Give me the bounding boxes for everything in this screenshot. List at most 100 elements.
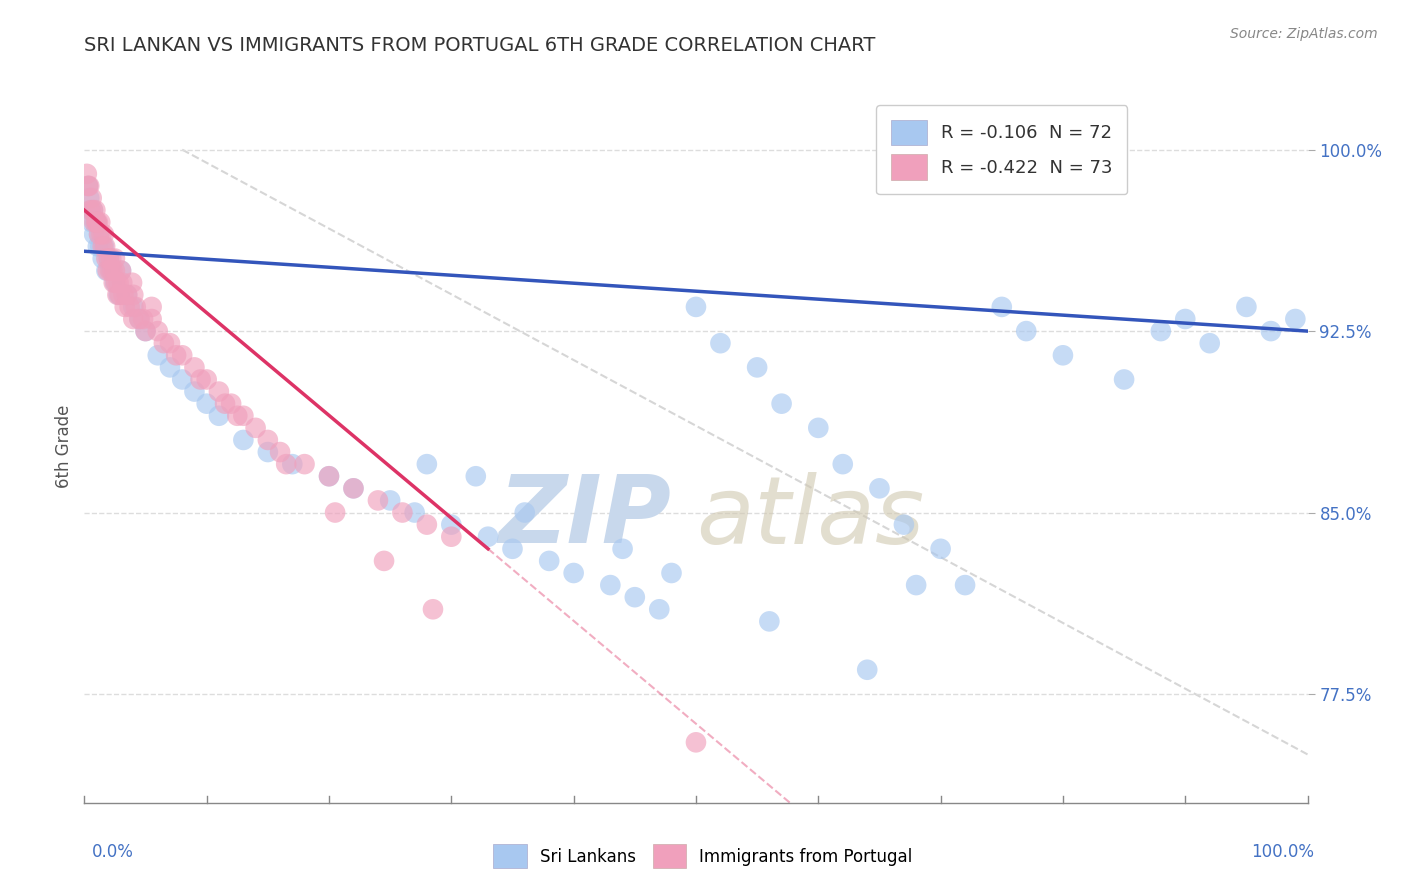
Point [1236, 300, 1258, 314]
Point [91, 252, 114, 266]
Point [404, 506, 426, 520]
Point [93, 239, 115, 253]
Point [747, 360, 769, 375]
Point [86, 215, 108, 229]
Legend: Sri Lankans, Immigrants from Portugal: Sri Lankans, Immigrants from Portugal [486, 838, 920, 875]
Point [146, 348, 169, 362]
Point [83, 215, 105, 229]
Point [440, 530, 463, 544]
Point [84, 203, 107, 218]
Point [208, 384, 231, 399]
Text: ZIP: ZIP [499, 471, 672, 564]
Point [87, 215, 110, 229]
Point [190, 372, 212, 386]
Point [219, 397, 242, 411]
Point [709, 336, 731, 351]
Point [770, 397, 793, 411]
Point [79, 203, 101, 218]
Point [929, 541, 952, 556]
Point [79, 203, 101, 218]
Point [104, 252, 127, 266]
Point [195, 372, 218, 386]
Point [1052, 348, 1074, 362]
Point [342, 481, 364, 495]
Text: SRI LANKAN VS IMMIGRANTS FROM PORTUGAL 6TH GRADE CORRELATION CHART: SRI LANKAN VS IMMIGRANTS FROM PORTUGAL 6… [84, 36, 876, 54]
Point [77, 178, 100, 193]
Point [89, 239, 111, 253]
Point [953, 578, 976, 592]
Point [318, 469, 340, 483]
Point [108, 288, 131, 302]
Point [856, 663, 879, 677]
Text: 0.0%: 0.0% [91, 843, 134, 861]
Point [110, 263, 132, 277]
Point [104, 276, 127, 290]
Point [80, 215, 103, 229]
Point [93, 227, 115, 242]
Point [294, 457, 316, 471]
Point [183, 360, 205, 375]
Point [318, 469, 340, 483]
Point [172, 348, 194, 362]
Point [87, 227, 110, 242]
Point [245, 421, 267, 435]
Point [159, 336, 181, 351]
Point [105, 288, 128, 302]
Point [661, 566, 683, 580]
Point [342, 481, 364, 495]
Point [269, 445, 291, 459]
Point [869, 481, 891, 495]
Point [562, 566, 585, 580]
Point [502, 541, 524, 556]
Point [87, 227, 110, 242]
Point [146, 324, 169, 338]
Point [125, 300, 148, 314]
Point [905, 578, 928, 592]
Point [893, 517, 915, 532]
Point [89, 215, 111, 229]
Point [97, 252, 120, 266]
Point [105, 276, 128, 290]
Point [96, 263, 118, 277]
Point [226, 409, 249, 423]
Point [1174, 312, 1197, 326]
Point [91, 239, 114, 253]
Point [97, 252, 120, 266]
Point [118, 300, 141, 314]
Point [135, 324, 157, 338]
Text: Source: ZipAtlas.com: Source: ZipAtlas.com [1230, 27, 1378, 41]
Point [758, 615, 780, 629]
Point [214, 397, 236, 411]
Point [128, 312, 150, 326]
Point [165, 348, 187, 362]
Point [1284, 312, 1306, 326]
Point [103, 276, 125, 290]
Point [380, 493, 402, 508]
Point [440, 517, 463, 532]
Point [513, 506, 536, 520]
Point [76, 167, 98, 181]
Point [104, 263, 127, 277]
Point [367, 493, 389, 508]
Point [195, 397, 218, 411]
Point [183, 384, 205, 399]
Point [685, 735, 707, 749]
Point [115, 288, 138, 302]
Point [141, 312, 163, 326]
Point [86, 215, 108, 229]
Point [232, 433, 254, 447]
Point [685, 300, 707, 314]
Point [112, 288, 135, 302]
Point [323, 506, 346, 520]
Point [77, 191, 100, 205]
Point [82, 203, 104, 218]
Point [94, 239, 117, 253]
Point [373, 554, 395, 568]
Point [276, 457, 298, 471]
Point [122, 288, 145, 302]
Point [110, 263, 132, 277]
Point [122, 312, 145, 326]
Point [159, 360, 181, 375]
Point [100, 252, 122, 266]
Point [107, 288, 129, 302]
